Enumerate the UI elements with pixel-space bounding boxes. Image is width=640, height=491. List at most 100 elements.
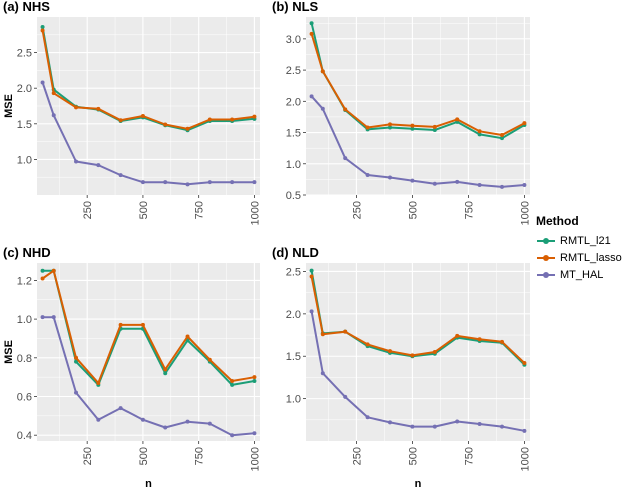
- panel-1-point-rmtl-lasso: [185, 126, 190, 131]
- panel-3-point-mt-hal: [74, 390, 79, 395]
- panel-2-y-tick-label: 3.0: [286, 34, 301, 46]
- panel-4-point-rmtl-lasso: [432, 350, 437, 354]
- panel-2-series-mt-hal: [309, 94, 527, 189]
- legend-key-rmtl-l21: [536, 235, 556, 247]
- panel-3-point-rmtl-lasso: [96, 380, 101, 385]
- panel-4-y-tick-label: 1.0: [286, 394, 301, 406]
- legend-title: Method: [536, 214, 579, 228]
- panel-4-point-rmtl-lasso: [522, 361, 527, 366]
- panel-3-point-mt-hal: [163, 425, 168, 430]
- panel-2-y-tick-label: 0.5: [286, 190, 301, 202]
- panel-3-point-rmtl-l21: [230, 382, 235, 387]
- panel-1-y-tick-label: 1.5: [17, 119, 32, 131]
- panel-3-point-rmtl-l21: [74, 359, 79, 364]
- panel-1-series-mt-hal: [40, 80, 257, 187]
- panel-2-point-mt-hal: [432, 181, 437, 186]
- panel-3-point-mt-hal: [140, 417, 145, 422]
- panel-3-point-rmtl-lasso: [163, 367, 168, 372]
- panel-4-point-mt-hal: [365, 415, 370, 420]
- panel-3-point-mt-hal: [40, 315, 45, 320]
- panel-1-point-rmtl-lasso: [163, 122, 168, 127]
- panel-4-point-rmtl-lasso: [500, 339, 504, 344]
- panel-4-point-rmtl-lasso: [388, 349, 392, 354]
- panel-4-y-tick-label: 2.0: [286, 309, 301, 321]
- panel-4-x-axis-label: n: [415, 478, 422, 490]
- panel-1-point-mt-hal: [40, 80, 45, 85]
- panel-2-title: (b) NLS: [272, 0, 319, 14]
- panel-4-point-rmtl-lasso: [365, 342, 370, 347]
- panel-2-point-mt-hal: [365, 173, 370, 178]
- panel-3-point-mt-hal: [207, 421, 212, 426]
- panel-3-point-rmtl-lasso: [118, 322, 123, 327]
- legend-item-rmtl-l21: RMTL_l21: [536, 232, 640, 249]
- panel-1-point-mt-hal: [230, 180, 235, 185]
- panel-4-point-rmtl-lasso: [410, 353, 415, 358]
- panel-3-series-rmtl-lasso: [40, 268, 257, 385]
- panel-1: 1.0 1.5 2.0 2.5 250 500 750 1000 (a) NHS MSE: [3, 0, 261, 225]
- panel-4: 1.0 1.5 2.0 2.5 250 500 750 1000 (d) NLD n: [272, 245, 531, 490]
- legend-item-rmtl-lasso: RMTL_lasso: [536, 249, 640, 266]
- panel-3-point-mt-hal: [230, 433, 235, 438]
- panel-4-y-tick-label: 2.5: [286, 266, 301, 278]
- panel-2-point-mt-hal: [343, 156, 348, 161]
- panel-3-series-mt-hal: [40, 315, 257, 438]
- panel-3-point-rmtl-lasso: [51, 268, 56, 273]
- panel-2-point-rmtl-lasso: [455, 117, 460, 122]
- panel-3-x-axis-label: n: [145, 478, 152, 490]
- legend-label-rmtl-l21: RMTL_l21: [560, 234, 611, 247]
- panel-2-series-rmtl-lasso: [309, 31, 527, 138]
- panel-2-point-mt-hal: [309, 94, 314, 99]
- panel-1-point-rmtl-lasso: [118, 118, 123, 123]
- panel-1-point-mt-hal: [140, 180, 145, 185]
- panel-1-point-mt-hal: [252, 180, 257, 185]
- panel-1-point-rmtl-lasso: [96, 106, 101, 111]
- panel-2-point-mt-hal: [455, 179, 460, 184]
- panel-3-point-mt-hal: [96, 417, 101, 422]
- panel-1-title: (a) NHS: [3, 0, 50, 14]
- panel-4-point-mt-hal: [477, 422, 482, 427]
- panel-2-point-rmtl-lasso: [477, 129, 482, 134]
- panel-4-point-mt-hal: [522, 428, 527, 433]
- panel-2-y-tick-label: 2.5: [286, 65, 301, 77]
- panel-2-point-mt-hal: [477, 183, 482, 188]
- legend-label-rmtl-lasso: RMTL_lasso: [560, 251, 622, 264]
- panel-3-point-rmtl-lasso: [185, 334, 190, 339]
- panel-1-point-rmtl-lasso: [230, 117, 235, 122]
- panel-4-point-rmtl-lasso: [455, 333, 460, 338]
- panel-3-point-mt-hal: [185, 419, 190, 424]
- panel-3-point-rmtl-l21: [163, 371, 168, 376]
- panel-3-y-axis-label: MSE: [3, 340, 15, 364]
- panel-2-x-tick-label: 250: [351, 201, 363, 219]
- panel-1-point-mt-hal: [207, 180, 212, 185]
- panel-4-point-rmtl-l21: [309, 268, 314, 273]
- panel-2-point-mt-hal: [388, 175, 392, 180]
- panel-3-point-mt-hal: [118, 406, 123, 411]
- panel-3-y-tick-label: 1.0: [17, 314, 32, 326]
- panel-2-x-tick-label: 500: [407, 201, 419, 219]
- panel-3-point-rmtl-l21: [252, 379, 257, 384]
- panel-3-y-tick-label: 0.6: [17, 392, 32, 404]
- panel-2-point-mt-hal: [522, 183, 527, 188]
- legend-item-mt-hal: MT_HAL: [536, 266, 640, 283]
- panel-3-point-rmtl-lasso: [230, 379, 235, 384]
- panel-1-point-rmtl-l21: [40, 24, 45, 29]
- panel-2-point-rmtl-lasso: [309, 31, 314, 36]
- panel-2: 0.5 1.0 1.5 2.0 2.5 3.0 250 500 750 1000 (b) NLS: [272, 0, 531, 225]
- panel-4-point-rmtl-lasso: [343, 329, 348, 334]
- panel-2-point-mt-hal: [500, 184, 504, 189]
- panel-2-point-rmtl-lasso: [500, 133, 504, 138]
- panel-1-point-mt-hal: [51, 113, 56, 118]
- panel-1-point-mt-hal: [74, 159, 79, 164]
- panel-4-x-tick-label: 1000: [519, 447, 531, 471]
- panel-2-point-rmtl-l21: [500, 136, 504, 141]
- panel-4-point-rmtl-lasso: [320, 332, 325, 337]
- panel-2-point-rmtl-l21: [432, 128, 437, 133]
- panel-4-title: (d) NLD: [272, 245, 319, 260]
- panel-3-point-rmtl-lasso: [140, 322, 145, 327]
- panel-1-point-rmtl-lasso: [51, 91, 56, 96]
- panel-2-point-rmtl-lasso: [343, 107, 348, 112]
- panel-2-y-tick-label: 2.0: [286, 96, 301, 108]
- panel-1-point-mt-hal: [163, 180, 168, 185]
- panel-3-x-tick-label: 250: [82, 447, 94, 465]
